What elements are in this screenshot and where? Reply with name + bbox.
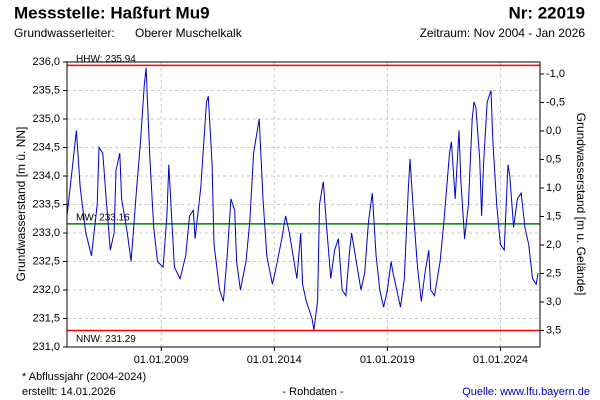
x-tick-label: 01.01.2019 — [360, 354, 415, 366]
aquifer-label: Grundwasserleiter: — [14, 26, 115, 40]
reference-label: HHW: 235.94 — [76, 54, 136, 65]
plot-frame — [66, 61, 541, 348]
y-tick-label: 232,5 — [32, 255, 60, 267]
y2-tick-label: 0,0 — [546, 125, 561, 137]
reference-label: NNW: 231.29 — [76, 334, 136, 345]
y2-tick-label: -0,5 — [546, 96, 565, 108]
y2-tick-label: 1,0 — [546, 182, 561, 194]
y-tick-label: 233,5 — [32, 198, 60, 210]
y-tick-label: 231,0 — [32, 341, 60, 353]
y-tick-label: 235,5 — [32, 84, 60, 96]
x-tick-label: 01.01.2014 — [247, 354, 302, 366]
chart-title: Messstelle: Haßfurt Mu9 — [14, 3, 210, 22]
y-tick-label: 232,0 — [32, 284, 60, 296]
y2-tick-label: 0,5 — [546, 153, 561, 165]
y-tick-label: 235,0 — [32, 113, 60, 125]
data-line — [66, 67, 539, 330]
data-note: - Rohdaten - — [282, 386, 343, 398]
y-axis-title: Grundwasserstand [m ü. NN] — [14, 127, 28, 282]
station-number: Nr: 22019 — [508, 3, 585, 22]
source-link[interactable]: Quelle: www.lfu.bayern.de — [462, 386, 590, 398]
x-tick-label: 01.01.2009 — [134, 354, 189, 366]
created: erstellt: 14.01.2026 — [22, 386, 116, 398]
x-tick-label: 01.01.2024 — [473, 354, 528, 366]
y-tick-label: 234,0 — [32, 170, 60, 182]
y-tick-label: 231,5 — [32, 312, 60, 324]
y2-tick-label: 2,5 — [546, 267, 561, 279]
y-tick-label: 236,0 — [32, 56, 60, 68]
y-tick-label: 233,0 — [32, 227, 60, 239]
y2-tick-label: 1,5 — [546, 210, 561, 222]
y-tick-label: 234,5 — [32, 141, 60, 153]
footnote: * Abflussjahr (2004-2024) — [22, 371, 146, 383]
y2-tick-label: 3,5 — [546, 324, 561, 336]
reference-label: MW: 233.16 — [76, 213, 130, 224]
y2-tick-label: 3,0 — [546, 296, 561, 308]
y2-tick-label: 2,0 — [546, 239, 561, 251]
y2-axis-title: Grundwasserstand [m u. Gelände] — [574, 113, 588, 296]
y2-tick-label: -1,0 — [546, 68, 565, 80]
aquifer: Oberer Muschelkalk — [135, 26, 243, 40]
period: Zeitraum: Nov 2004 - Jan 2026 — [420, 26, 586, 40]
